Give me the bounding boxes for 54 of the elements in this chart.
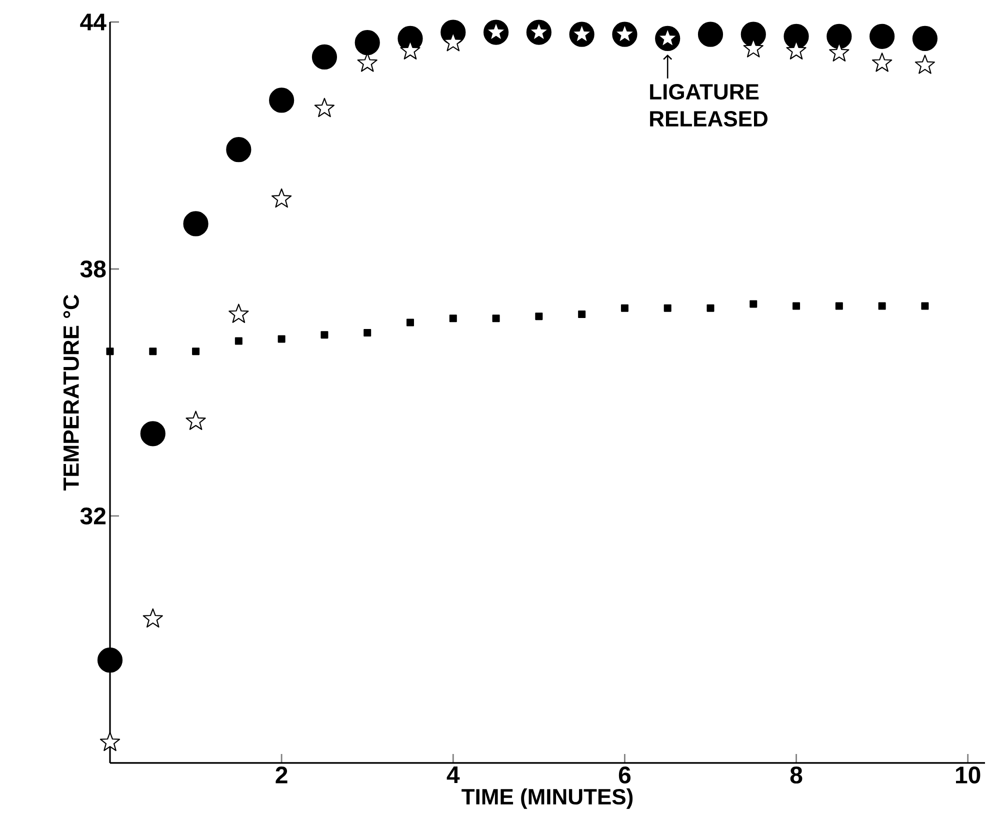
y-tick-label: 44 <box>80 14 106 30</box>
point <box>750 300 758 308</box>
point <box>314 98 335 118</box>
point <box>740 22 766 47</box>
point <box>921 302 929 310</box>
point <box>535 312 543 320</box>
x-tick-label: 10 <box>956 766 980 784</box>
x-tick-label: 6 <box>618 766 631 784</box>
point <box>872 52 892 72</box>
point <box>140 421 166 446</box>
point <box>743 38 764 58</box>
point <box>186 410 206 430</box>
point <box>278 335 286 343</box>
point <box>826 24 852 49</box>
point <box>449 314 457 322</box>
x-tick-label: 2 <box>276 766 288 784</box>
point <box>226 137 252 162</box>
point <box>269 88 294 113</box>
annotation: LIGATURE RELEASED <box>650 84 768 127</box>
point <box>354 30 380 56</box>
point <box>234 337 242 345</box>
point <box>272 188 292 208</box>
point <box>706 304 714 312</box>
y-tick-label: 32 <box>80 507 106 524</box>
point <box>698 22 724 47</box>
point <box>100 732 120 752</box>
point <box>406 318 414 326</box>
point <box>97 648 123 673</box>
point <box>492 314 500 322</box>
point <box>192 348 200 356</box>
point <box>183 211 208 236</box>
point <box>312 44 338 70</box>
y-axis-title: TEMPERATURE °C <box>63 294 79 491</box>
point <box>320 331 328 339</box>
x-axis-title: TIME (MINUTES) <box>462 788 633 809</box>
point <box>620 304 628 312</box>
point <box>149 348 157 356</box>
point <box>878 302 886 310</box>
x-tick-label: 8 <box>790 766 802 784</box>
point <box>228 304 249 323</box>
y-tick-label: 38 <box>80 260 106 278</box>
point <box>664 304 672 312</box>
point <box>357 52 378 72</box>
point <box>912 26 938 52</box>
point <box>870 24 895 49</box>
point <box>142 608 163 628</box>
point <box>106 348 114 356</box>
point <box>835 302 843 310</box>
point <box>792 302 800 310</box>
point <box>364 329 372 337</box>
point <box>914 54 936 74</box>
point <box>578 310 586 318</box>
x-tick-label: 4 <box>446 766 460 784</box>
point <box>784 24 809 49</box>
